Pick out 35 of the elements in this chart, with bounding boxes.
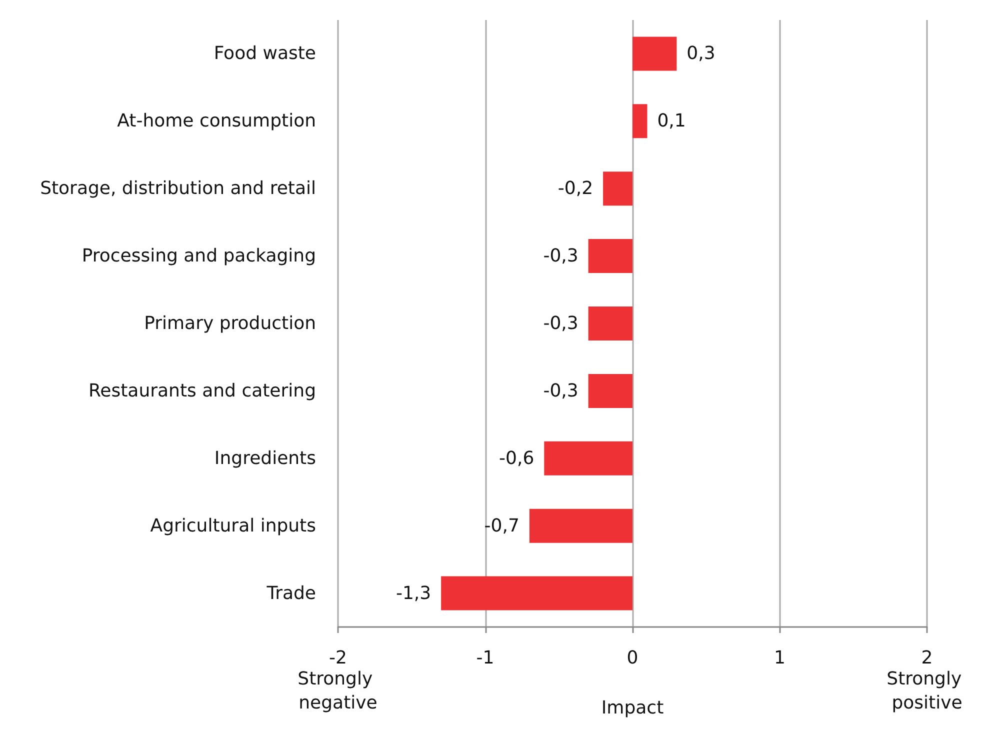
text: Strongly positive xyxy=(886,668,968,714)
data-label: -0,3 xyxy=(543,246,578,267)
y-tick-label: Ingredients xyxy=(214,448,316,469)
data-label: -0,7 xyxy=(484,515,520,536)
bar xyxy=(632,36,677,71)
y-tick-label: Storage, distribution and retail xyxy=(40,178,316,200)
bar xyxy=(529,508,632,543)
y-tick-label: Processing and packaging xyxy=(82,246,316,267)
data-label: -0,3 xyxy=(543,313,578,334)
bar xyxy=(441,576,632,610)
data-label: 0,1 xyxy=(657,110,686,132)
bar xyxy=(588,306,632,340)
x-tick-label: -1 xyxy=(476,648,494,668)
bar xyxy=(544,441,632,476)
y-tick-label: Primary production xyxy=(144,313,316,334)
data-label: -1,3 xyxy=(396,582,432,604)
y-tick-label: Restaurants and catering xyxy=(88,380,316,402)
bar xyxy=(632,104,648,138)
x-tick-label: 2 xyxy=(921,648,933,668)
data-label: -0,3 xyxy=(543,380,578,402)
data-label: -0,2 xyxy=(558,178,594,200)
y-tick-label: Food waste xyxy=(214,43,316,64)
bar xyxy=(588,239,632,274)
x-axis-title: Impact xyxy=(601,698,664,718)
bar xyxy=(603,172,632,206)
data-label: -0,6 xyxy=(499,448,534,469)
bar xyxy=(588,374,632,408)
x-tick-label: 1 xyxy=(774,648,786,668)
x-tick-label: 0 xyxy=(626,648,638,668)
data-label: 0,3 xyxy=(686,43,716,64)
y-tick-label: At-home consumption xyxy=(117,110,316,132)
text: Strongly negative xyxy=(298,668,378,714)
x-tick-label: -2 xyxy=(329,648,347,668)
y-tick-label: Agricultural inputs xyxy=(150,515,316,536)
y-tick-label: Trade xyxy=(266,582,316,604)
